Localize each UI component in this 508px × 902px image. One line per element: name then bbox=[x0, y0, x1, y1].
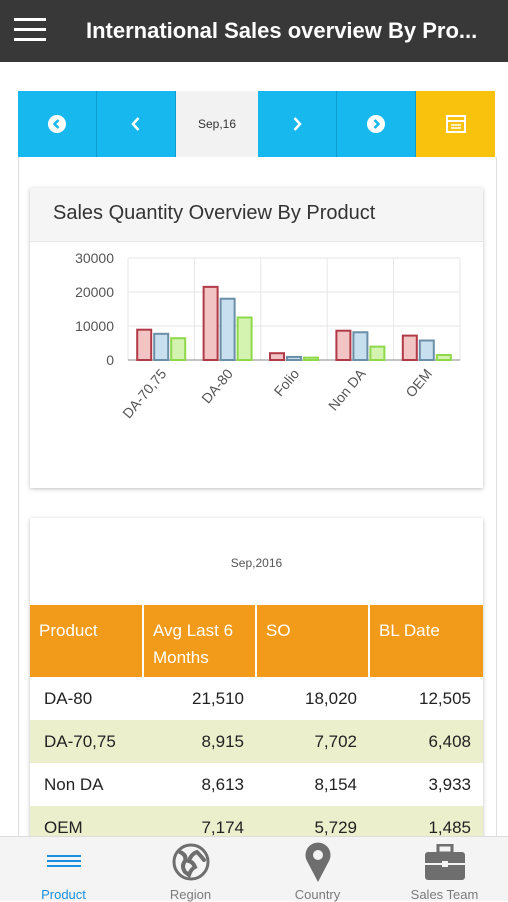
content-panel bbox=[18, 157, 497, 857]
last-icon bbox=[367, 115, 385, 133]
table-card: Sep,2016 Product Avg Last 6 Months SO BL… bbox=[30, 518, 483, 858]
bar bbox=[219, 297, 236, 361]
tab-region[interactable]: Region bbox=[127, 837, 254, 902]
cell-product: Non DA bbox=[44, 774, 104, 794]
cell-avg: 8,915 bbox=[143, 720, 256, 763]
tab-sales-team-label: Sales Team bbox=[410, 887, 479, 902]
y-tick-label: 30000 bbox=[75, 250, 114, 266]
chart-card: Sales Quantity Overview By Product 30000… bbox=[30, 188, 483, 488]
next-period-button[interactable] bbox=[258, 91, 337, 157]
calendar-icon bbox=[445, 115, 466, 133]
list-icon bbox=[46, 855, 81, 867]
bar bbox=[335, 329, 352, 361]
sales-quantity-chart: 30000 20000 10000 0 DA-70,75 DA-80 Folio Non DA… bbox=[75, 250, 461, 421]
last-period-button[interactable] bbox=[337, 91, 416, 157]
cell-so: 7,702 bbox=[256, 720, 369, 763]
location-pin-icon bbox=[305, 842, 330, 882]
x-tick-label: OEM bbox=[402, 366, 435, 401]
tab-sales-team[interactable]: Sales Team bbox=[381, 837, 508, 902]
bottom-navigation: Product Region Country Sales Team bbox=[0, 836, 508, 902]
menu-icon[interactable] bbox=[14, 18, 46, 42]
x-tick-label: DA-80 bbox=[198, 365, 236, 406]
bar bbox=[418, 339, 435, 361]
table-period: Sep,2016 bbox=[230, 556, 283, 570]
column-header-product[interactable]: Product bbox=[30, 605, 144, 677]
tab-country-label: Country bbox=[294, 887, 341, 902]
table-row[interactable]: DA-70,75 8,915 7,702 6,408 bbox=[30, 720, 483, 763]
previous-period-button[interactable] bbox=[97, 91, 176, 157]
cell-bl-date: 3,933 bbox=[428, 774, 471, 794]
cell-product: DA-70,75 bbox=[30, 720, 143, 763]
cell-bl-date: 12,505 bbox=[419, 688, 471, 708]
bar bbox=[286, 355, 302, 362]
tab-region-label: Region bbox=[169, 887, 212, 902]
tab-product-label: Product bbox=[41, 887, 86, 902]
current-period: Sep,16 bbox=[176, 91, 258, 157]
cell-avg: 21,510 bbox=[192, 688, 244, 708]
cell-product: DA-80 bbox=[44, 688, 93, 708]
cell-so: 18,020 bbox=[305, 688, 357, 708]
x-tick-label: Folio bbox=[271, 365, 303, 399]
bar bbox=[435, 353, 452, 361]
column-header-avg[interactable]: Avg Last 6 Months bbox=[143, 605, 257, 677]
column-header-so[interactable]: SO bbox=[256, 605, 370, 677]
globe-icon bbox=[172, 843, 209, 881]
bar bbox=[202, 285, 219, 362]
y-tick-label: 10000 bbox=[75, 318, 114, 334]
tab-product[interactable]: Product bbox=[0, 837, 127, 902]
bar bbox=[369, 345, 386, 361]
chevron-left-icon bbox=[131, 117, 140, 131]
cell-so: 8,154 bbox=[314, 774, 357, 794]
x-tick-label: Non DA bbox=[325, 365, 369, 413]
y-tick-label: 0 bbox=[106, 352, 114, 368]
x-tick-label: DA-70,75 bbox=[119, 365, 169, 421]
calendar-button[interactable] bbox=[416, 91, 495, 157]
column-header-bl-date[interactable]: BL Date bbox=[369, 605, 483, 677]
cell-bl-date: 6,408 bbox=[369, 720, 483, 763]
chevron-right-icon bbox=[293, 117, 302, 131]
date-navigator: Sep,16 bbox=[18, 91, 495, 157]
table-row[interactable]: DA-80 21,510 18,020 12,505 bbox=[30, 677, 483, 720]
bar bbox=[170, 337, 187, 361]
bar bbox=[352, 331, 369, 361]
bar bbox=[236, 316, 253, 361]
bar bbox=[269, 352, 285, 361]
bar bbox=[153, 332, 170, 362]
y-tick-label: 20000 bbox=[75, 284, 114, 300]
table-row[interactable]: Non DA 8,613 8,154 3,933 bbox=[30, 763, 483, 806]
first-icon bbox=[48, 115, 66, 133]
bar bbox=[401, 334, 418, 361]
sales-table: Product Avg Last 6 Months SO BL Date DA-… bbox=[30, 605, 483, 849]
tab-country[interactable]: Country bbox=[254, 837, 381, 902]
app-bar: International Sales overview By Pro... bbox=[0, 0, 508, 62]
table-header-row: Product Avg Last 6 Months SO BL Date bbox=[30, 605, 483, 677]
bar bbox=[303, 356, 319, 362]
cell-avg: 8,613 bbox=[201, 774, 244, 794]
first-period-button[interactable] bbox=[18, 91, 97, 157]
bar bbox=[136, 328, 153, 362]
briefcase-icon bbox=[424, 844, 465, 880]
chart-title: Sales Quantity Overview By Product bbox=[30, 188, 483, 242]
page-title: International Sales overview By Pro... bbox=[86, 18, 478, 43]
